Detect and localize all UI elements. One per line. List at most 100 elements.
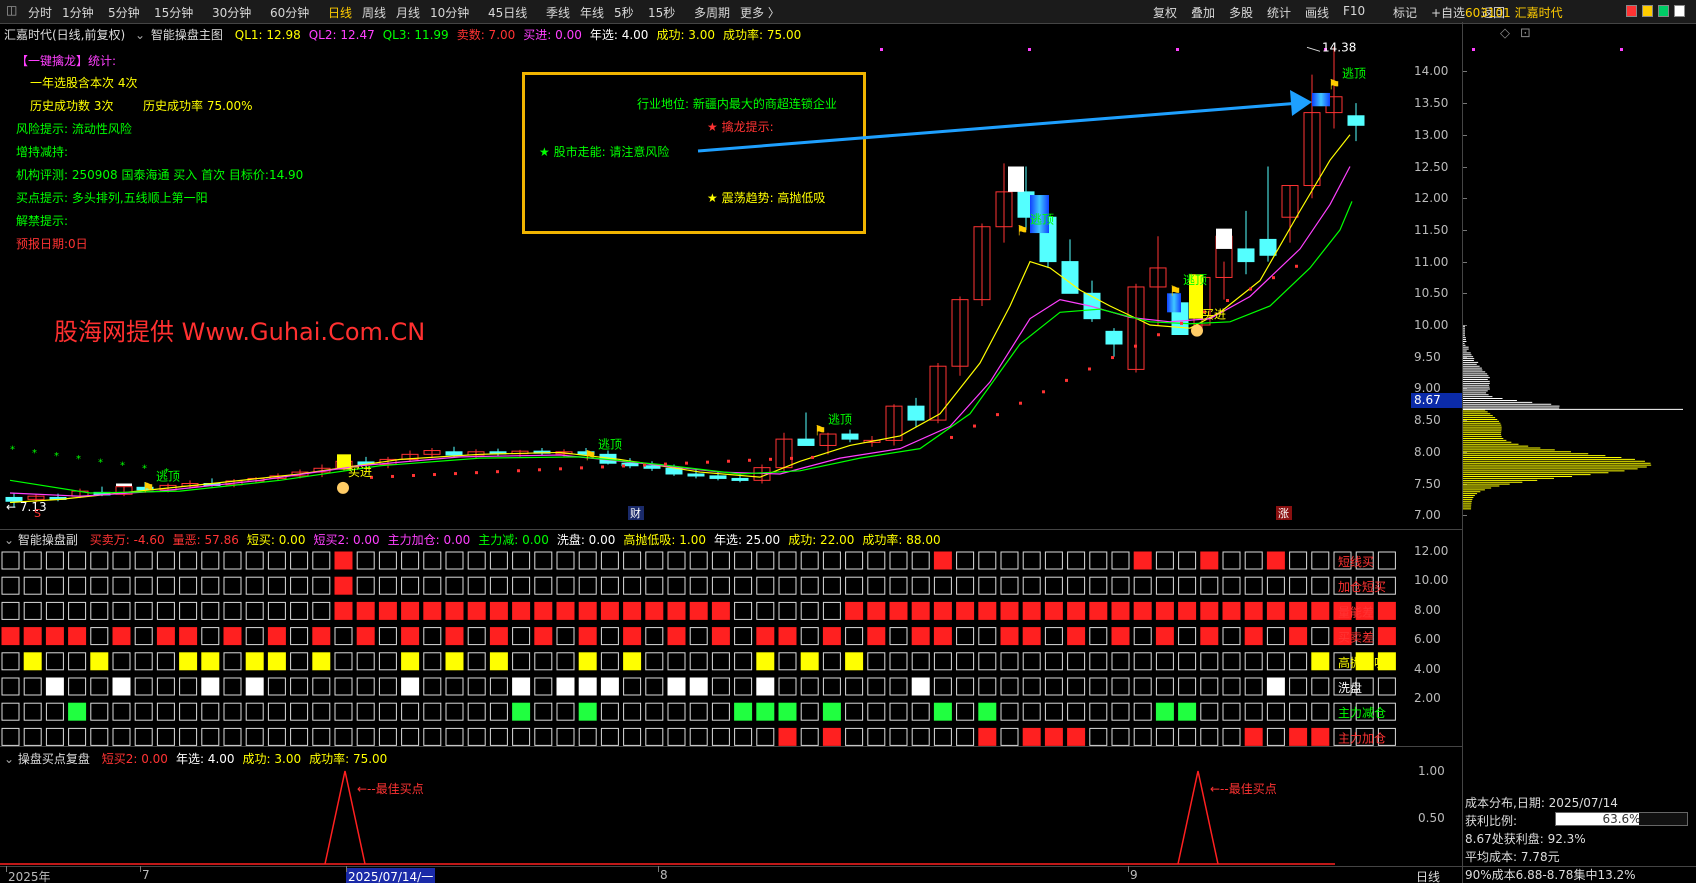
signal-cell	[1290, 602, 1307, 619]
signal-cell	[934, 703, 951, 720]
signal-cell	[490, 602, 507, 619]
toolbar-btn-5[interactable]: F10	[1343, 4, 1365, 18]
toolbar-btn-0[interactable]: 复权	[1153, 4, 1177, 21]
signal-cell	[135, 628, 152, 645]
period-tab-10[interactable]: 45日线	[488, 4, 527, 21]
signal-cell	[535, 577, 552, 594]
signal-cell	[135, 602, 152, 619]
signal-cell	[357, 653, 374, 670]
x-tick	[140, 866, 141, 872]
signal-cell	[1378, 678, 1395, 695]
signal-cell	[1312, 653, 1329, 670]
period-tab-16[interactable]: 更多 〉	[740, 4, 780, 21]
toolbar-icon-1[interactable]	[1642, 5, 1653, 17]
period-tab-13[interactable]: 5秒	[614, 4, 634, 21]
trend-arrow	[698, 103, 1300, 151]
period-tab-6[interactable]: 日线	[328, 4, 352, 21]
param-7: 高抛低吸: 1.00	[623, 533, 706, 547]
toolbar-icon-0[interactable]	[1626, 5, 1637, 17]
signal-cell	[846, 678, 863, 695]
candle[interactable]	[1062, 262, 1078, 294]
toolbar-btn-2[interactable]: 多股	[1229, 4, 1253, 21]
signal-cell	[1134, 703, 1151, 720]
period-indicator[interactable]: 日线	[1416, 868, 1440, 883]
signal-cell	[1179, 653, 1196, 670]
signal-cell	[912, 628, 929, 645]
signal-cell	[513, 628, 530, 645]
signal-cell	[934, 728, 951, 745]
signal-dot	[1088, 367, 1091, 370]
trend-arrow-head	[1290, 90, 1312, 116]
signal-cell	[823, 602, 840, 619]
signal-cell	[446, 602, 463, 619]
signal-cell	[846, 703, 863, 720]
escape-top-label: 逃顶	[598, 438, 622, 452]
signal-cell	[335, 653, 352, 670]
toolbar-btn-7[interactable]: +自选	[1431, 4, 1465, 21]
signal-dot	[538, 468, 541, 471]
candle[interactable]	[842, 434, 858, 439]
signal-cell	[2, 552, 19, 569]
period-tab-15[interactable]: 多周期	[694, 4, 730, 21]
signal-cell	[579, 628, 596, 645]
signal-cell	[2, 703, 19, 720]
period-tab-1[interactable]: 1分钟	[62, 4, 94, 21]
candle[interactable]	[644, 466, 660, 469]
signal-grid: 短线买加仓短买量能差买卖差高抛低吸洗盘主力减仓主力加仓	[0, 546, 1463, 746]
candle[interactable]	[1238, 249, 1254, 262]
signal-cell	[24, 728, 41, 745]
toolbar-btn-6[interactable]: 标记	[1393, 4, 1417, 21]
candle[interactable]	[710, 476, 726, 479]
period-tab-2[interactable]: 5分钟	[108, 4, 140, 21]
signal-cell	[513, 728, 530, 745]
signal-cell	[113, 728, 130, 745]
candle[interactable]	[1260, 239, 1276, 255]
period-tab-14[interactable]: 15秒	[648, 4, 675, 21]
signal-cell	[91, 703, 108, 720]
signal-cell	[513, 577, 530, 594]
period-tab-11[interactable]: 季线	[546, 4, 570, 21]
toolbar-btn-3[interactable]: 统计	[1267, 4, 1291, 21]
signal-cell	[646, 653, 663, 670]
sub1-indicator-name[interactable]: 智能操盘副	[18, 533, 78, 547]
candle[interactable]	[798, 439, 814, 445]
period-tab-9[interactable]: 10分钟	[430, 4, 469, 21]
toolbar-btn-4[interactable]: 画线	[1305, 4, 1329, 21]
toolbar-icon-3[interactable]	[1674, 5, 1685, 17]
toolbar-icon-2[interactable]	[1658, 5, 1669, 17]
signal-cell	[246, 602, 263, 619]
signal-cell	[69, 703, 86, 720]
candle[interactable]	[1106, 331, 1122, 344]
param-8: 年选: 25.00	[714, 533, 780, 547]
signal-cell	[1001, 628, 1018, 645]
candle[interactable]	[908, 406, 924, 420]
candle[interactable]	[446, 452, 462, 455]
signal-cell	[735, 653, 752, 670]
period-tab-8[interactable]: 月线	[396, 4, 420, 21]
signal-cell	[2, 577, 19, 594]
signal-cell	[1112, 703, 1129, 720]
candle[interactable]	[688, 474, 704, 476]
signal-dot	[601, 465, 604, 468]
period-tab-5[interactable]: 60分钟	[270, 4, 309, 21]
period-tab-4[interactable]: 30分钟	[212, 4, 251, 21]
period-tab-3[interactable]: 15分钟	[154, 4, 193, 21]
signal-cell	[157, 628, 174, 645]
signal-cell	[1267, 653, 1284, 670]
period-tab-7[interactable]: 周线	[362, 4, 386, 21]
signal-cell	[601, 577, 618, 594]
signal-cell	[180, 628, 197, 645]
signal-cell	[535, 602, 552, 619]
signal-cell	[1112, 653, 1129, 670]
period-tab-12[interactable]: 年线	[580, 4, 604, 21]
signal-cell	[313, 678, 330, 695]
signal-cell	[690, 653, 707, 670]
x-label-0: 2025年	[8, 868, 51, 883]
signal-cell	[601, 602, 618, 619]
candle[interactable]	[732, 478, 748, 480]
indicator-toggle-icon[interactable]: ⌄	[4, 533, 14, 547]
candle[interactable]	[1348, 116, 1364, 126]
period-tab-0[interactable]: 分时	[28, 4, 52, 21]
toolbar-btn-1[interactable]: 叠加	[1191, 4, 1215, 21]
expand-icon[interactable]: ◫	[6, 3, 17, 17]
